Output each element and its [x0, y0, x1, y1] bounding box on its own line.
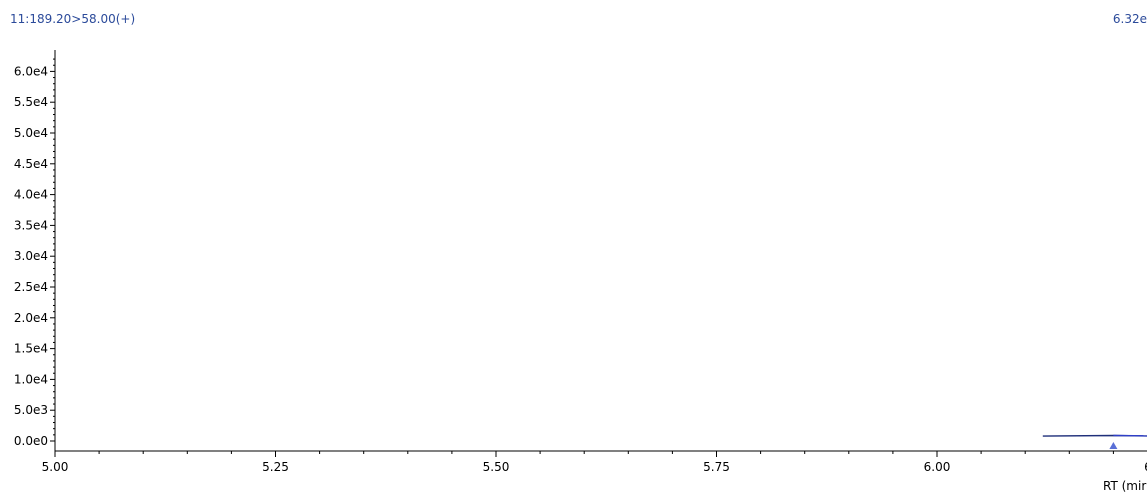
baseline-line-left — [1113, 434, 1147, 437]
x-tick-label: 5.00 — [42, 460, 69, 474]
y-tick-label: 3.5e4 — [14, 218, 48, 232]
x-tick-label: 6.25 — [1144, 460, 1147, 474]
y-tick-label: 4.0e4 — [14, 188, 48, 202]
y-tick-label: 5.0e4 — [14, 126, 48, 140]
y-tick-label: 5.0e3 — [14, 403, 48, 417]
x-tick-label: 5.50 — [483, 460, 510, 474]
x-tick-label: 5.25 — [262, 460, 289, 474]
transition-label: 11:189.20>58.00(+) — [10, 12, 136, 26]
y-tick-label: 2.0e4 — [14, 311, 48, 325]
y-tick-label: 2.5e4 — [14, 280, 48, 294]
y-tick-label: 5.5e4 — [14, 95, 48, 109]
series-line-0 — [1042, 434, 1147, 437]
y-tick-label: 4.5e4 — [14, 157, 48, 171]
y-tick-label: 1.0e4 — [14, 372, 48, 386]
x-tick-label: 5.75 — [703, 460, 730, 474]
max-intensity-label: 6.32e — [1112, 12, 1147, 26]
y-tick-label: 3.0e4 — [14, 249, 48, 263]
x-axis-label: RT (mir — [1103, 479, 1146, 492]
y-tick-label: 0.0e0 — [14, 434, 48, 448]
y-tick-label: 1.5e4 — [14, 342, 48, 356]
plot-area — [1042, 434, 1147, 449]
axes — [50, 50, 1147, 457]
chart-labels: 0.0e0 5.0e3 1.0e4 1.5e4 2.0e4 2.5e4 3.0e4 3.5e4… — [14, 64, 1147, 492]
y-tick-label: 6.0e4 — [14, 64, 48, 78]
x-tick-label: 6.00 — [924, 460, 951, 474]
integration-start-marker — [1109, 442, 1118, 449]
